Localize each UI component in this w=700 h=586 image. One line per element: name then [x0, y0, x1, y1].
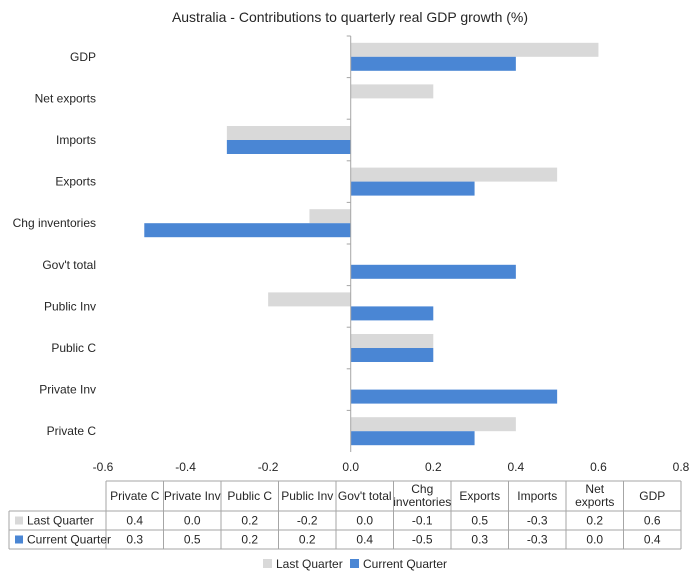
- bars-layer: [144, 42, 599, 446]
- table-row-key-last-quarter: [15, 516, 23, 525]
- table-cell-current-quarter-gov-t-total: 0.4: [356, 533, 373, 547]
- table-header-private-inv: Private Inv: [164, 489, 221, 503]
- table-cell-last-quarter-exports: 0.5: [471, 514, 488, 528]
- category-label-gov-t-total: Gov't total: [42, 258, 96, 272]
- table-header-public-c: Public C: [227, 489, 272, 503]
- table-row-key-current-quarter: [15, 535, 23, 544]
- legend-swatch-current-quarter: [350, 559, 359, 568]
- x-tick-label: 0.0: [342, 460, 359, 474]
- table-cell-current-quarter-exports: 0.3: [471, 533, 488, 547]
- category-label-chg-inventories: Chg inventories: [13, 216, 96, 230]
- x-tick-label: 0.2: [425, 460, 442, 474]
- x-tick-label: 0.4: [508, 460, 525, 474]
- table-cell-current-quarter-private-inv: 0.5: [184, 533, 201, 547]
- bar-current-quarter-gov-t-total: [350, 264, 516, 279]
- bar-last-quarter-imports: [226, 126, 351, 140]
- table-cell-current-quarter-public-c: 0.2: [241, 533, 258, 547]
- table-row-label-last-quarter: Last Quarter: [27, 514, 94, 528]
- x-tick-label: 0.6: [590, 460, 607, 474]
- bar-last-quarter-gdp: [350, 42, 599, 57]
- category-label-exports: Exports: [55, 175, 96, 189]
- x-tick-label: -0.6: [93, 460, 114, 474]
- table-cell-current-quarter-public-inv: 0.2: [299, 533, 316, 547]
- table-cell-last-quarter-chg-inventories: -0.1: [412, 514, 433, 528]
- data-table: Private C Private Inv Public C Public Inv Go…: [8, 480, 682, 550]
- table-cell-current-quarter-imports: -0.3: [527, 533, 548, 547]
- chart-title: Australia - Contributions to quarterly r…: [172, 9, 528, 25]
- bar-current-quarter-exports: [350, 181, 475, 196]
- table-header-net-exports: Net exports: [575, 482, 614, 509]
- x-tick-label: 0.8: [673, 460, 690, 474]
- legend: Last Quarter Current Quarter: [263, 557, 447, 571]
- table-header-public-inv: Public Inv: [281, 489, 333, 503]
- category-label-public-c: Public C: [51, 341, 96, 355]
- table-header-private-c: Private C: [110, 489, 160, 503]
- table-cell-last-quarter-public-c: 0.2: [241, 514, 258, 528]
- bar-last-quarter-public-c: [350, 334, 434, 348]
- table-header-gov-t-total: Gov't total: [338, 489, 392, 503]
- table-header-exports: Exports: [459, 489, 500, 503]
- legend-label-last-quarter: Last Quarter: [276, 557, 343, 571]
- bar-current-quarter-imports: [226, 140, 351, 154]
- bar-last-quarter-net-exports: [350, 84, 434, 99]
- table-cell-current-quarter-chg-inventories: -0.5: [412, 533, 433, 547]
- x-tick-label: -0.2: [258, 460, 279, 474]
- legend-swatch-last-quarter: [263, 559, 272, 568]
- table-header-imports: Imports: [517, 489, 557, 503]
- table-cell-last-quarter-private-inv: 0.0: [184, 514, 201, 528]
- bar-last-quarter-public-inv: [268, 292, 351, 307]
- table-cell-last-quarter-net-exports: 0.2: [586, 514, 603, 528]
- table-cell-last-quarter-private-c: 0.4: [126, 514, 143, 528]
- bar-last-quarter-private-c: [350, 417, 516, 432]
- category-label-gdp: GDP: [70, 50, 96, 64]
- category-label-imports: Imports: [56, 133, 96, 147]
- table-cell-last-quarter-public-inv: -0.2: [297, 514, 318, 528]
- x-tick-label: -0.4: [175, 460, 196, 474]
- category-label-private-c: Private C: [47, 424, 97, 438]
- category-label-net-exports: Net exports: [35, 91, 96, 105]
- axis-layer: Private C Private Inv Public C Public Inv Go…: [13, 35, 690, 474]
- legend-label-current-quarter: Current Quarter: [363, 557, 447, 571]
- table-cell-last-quarter-imports: -0.3: [527, 514, 548, 528]
- table-row-label-current-quarter: Current Quarter: [27, 533, 111, 547]
- category-label-public-inv: Public Inv: [44, 299, 96, 313]
- category-label-private-inv: Private Inv: [39, 383, 96, 397]
- table-cell-last-quarter-gdp: 0.6: [644, 514, 661, 528]
- bar-current-quarter-public-c: [350, 348, 434, 362]
- bar-current-quarter-private-c: [350, 431, 475, 446]
- bar-current-quarter-public-inv: [350, 306, 434, 321]
- table-cell-last-quarter-gov-t-total: 0.0: [356, 514, 373, 528]
- table-cell-current-quarter-gdp: 0.4: [644, 533, 661, 547]
- table-cell-current-quarter-net-exports: 0.0: [586, 533, 603, 547]
- bar-current-quarter-chg-inventories: [144, 223, 351, 238]
- table-header-chg-inventories: Chg inventories: [393, 482, 451, 509]
- bar-current-quarter-private-inv: [350, 389, 558, 404]
- table-cell-current-quarter-private-c: 0.3: [126, 533, 143, 547]
- table-header-gdp: GDP: [639, 489, 665, 503]
- bar-last-quarter-exports: [350, 167, 558, 182]
- bar-current-quarter-gdp: [350, 56, 516, 71]
- bar-last-quarter-chg-inventories: [309, 209, 351, 224]
